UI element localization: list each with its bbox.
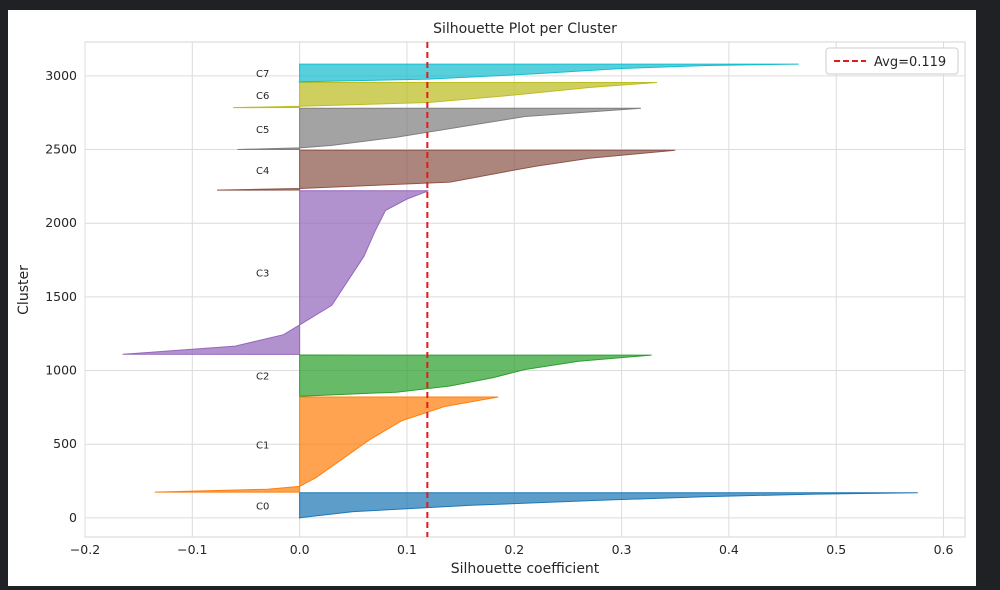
x-tick-label: 0.3 bbox=[612, 542, 632, 557]
x-tick-label: 0.2 bbox=[504, 542, 524, 557]
cluster-area-c3 bbox=[122, 190, 429, 355]
y-tick-label: 1500 bbox=[45, 289, 77, 304]
cluster-area-c7 bbox=[297, 63, 799, 83]
chart-frame: C0 C1 C2 C3 C4 C5 C6 C7 −0.2 −0.1 0.0 0.1 0.2 0.3 0.4… bbox=[8, 10, 976, 586]
y-tick-label: 3000 bbox=[45, 68, 77, 83]
cluster-label-c7: C7 bbox=[256, 69, 269, 80]
y-tick-label: 1000 bbox=[45, 363, 77, 378]
cluster-area-c1 bbox=[154, 396, 499, 493]
legend-avg-label: Avg=0.119 bbox=[874, 55, 946, 70]
cluster-area-c2 bbox=[299, 354, 652, 397]
x-tick-label: −0.2 bbox=[70, 542, 100, 557]
legend-box bbox=[825, 47, 959, 75]
cluster-label-c5: C5 bbox=[256, 125, 269, 136]
cluster-label-c6: C6 bbox=[256, 91, 269, 102]
x-tick-label: 0.0 bbox=[290, 542, 310, 557]
x-axis-label: Silhouette coefficient bbox=[451, 561, 600, 577]
cluster-label-c2: C2 bbox=[256, 372, 269, 383]
plot-area bbox=[84, 41, 966, 538]
x-tick-label: 0.4 bbox=[719, 542, 739, 557]
y-axis-label: Cluster bbox=[16, 265, 32, 315]
cluster-label-c3: C3 bbox=[256, 269, 269, 280]
grid bbox=[84, 42, 965, 537]
y-tick-label: 2500 bbox=[45, 142, 77, 157]
cluster-area-c4 bbox=[216, 149, 676, 191]
silhouette-chart: C0 C1 C2 C3 C4 C5 C6 C7 −0.2 −0.1 0.0 0.1 0.2 0.3 0.4… bbox=[16, 21, 966, 577]
y-tick-label: 500 bbox=[53, 436, 77, 451]
cluster-label-c0: C0 bbox=[256, 501, 269, 512]
x-tick-label: 0.6 bbox=[934, 542, 954, 557]
legend: Avg=0.119 bbox=[825, 47, 959, 75]
x-tick-label: 0.5 bbox=[826, 542, 846, 557]
y-tick-label: 2000 bbox=[45, 215, 77, 230]
cluster-area-c6 bbox=[233, 82, 658, 109]
x-tick-label: −0.1 bbox=[177, 542, 207, 557]
x-tick-label: 0.1 bbox=[397, 542, 417, 557]
chart-title: Silhouette Plot per Cluster bbox=[433, 21, 617, 37]
x-tick-labels: −0.2 −0.1 0.0 0.1 0.2 0.3 0.4 0.5 0.6 bbox=[70, 542, 954, 557]
y-tick-labels: 0 500 1000 1500 2000 2500 3000 bbox=[45, 68, 77, 525]
cluster-area-c5 bbox=[237, 107, 641, 151]
cluster-label-c1: C1 bbox=[256, 441, 269, 452]
y-tick-label: 0 bbox=[69, 510, 77, 525]
cluster-area-c0 bbox=[298, 492, 918, 520]
cluster-label-c4: C4 bbox=[256, 166, 269, 177]
cluster-labels: C0 C1 C2 C3 C4 C5 C6 C7 bbox=[256, 69, 269, 512]
cluster-areas bbox=[122, 63, 918, 520]
